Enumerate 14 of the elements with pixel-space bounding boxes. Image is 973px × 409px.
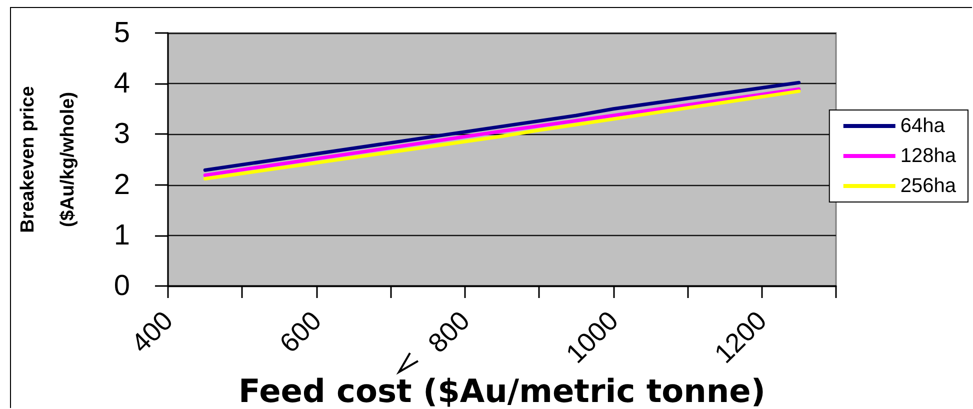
x-tick-label: 600 <box>274 305 328 358</box>
y-axis-title: Breakeven price ($Au/kg/whole) <box>18 86 78 233</box>
legend-label: 64ha <box>900 115 946 137</box>
legend-label: 256ha <box>900 175 957 197</box>
x-tick-label: 400 <box>126 305 179 358</box>
y-tick-label: 2 <box>114 168 130 201</box>
y-tick-label: 5 <box>114 17 130 49</box>
legend-label: 128ha <box>900 145 957 167</box>
y-tick-label: 1 <box>114 219 130 252</box>
x-axis-title: Feed cost ($Au/metric tonne) <box>238 372 766 409</box>
y-tick-label: 4 <box>114 68 130 100</box>
x-tick-label: 800 <box>422 305 476 358</box>
y-tick-label: 0 <box>114 270 130 302</box>
y-tick-label: 3 <box>114 118 130 150</box>
